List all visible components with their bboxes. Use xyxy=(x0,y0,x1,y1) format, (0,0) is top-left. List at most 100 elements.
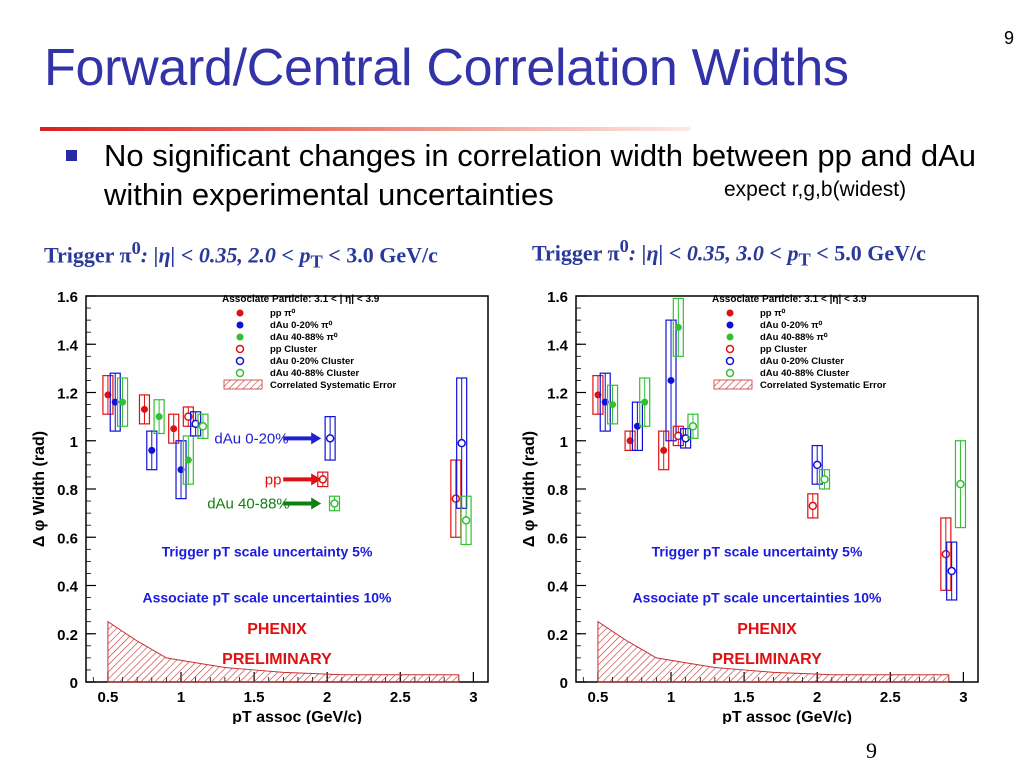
phenix-label: PHENIX xyxy=(247,621,307,638)
x-tick-label: 0.5 xyxy=(97,689,118,706)
data-point xyxy=(688,422,698,431)
y-tick-label: 0.4 xyxy=(57,579,79,596)
data-point xyxy=(667,376,675,384)
x-tick-label: 1 xyxy=(667,689,675,706)
annotation-arrowhead xyxy=(311,497,322,510)
data-point xyxy=(956,479,965,489)
trigger-mid: : |η| < 0.35, 2.0 < p xyxy=(140,242,311,268)
x-tick-label: 2.5 xyxy=(390,689,411,706)
trigger-prefix: Trigger π xyxy=(532,240,620,266)
legend-entry: pp π⁰ xyxy=(760,308,786,319)
annotation-arrowhead xyxy=(311,432,322,445)
annotation-label: dAu 0-20% xyxy=(214,430,288,447)
y-tick-label: 1.6 xyxy=(547,289,568,306)
legend-marker xyxy=(235,344,245,354)
legend-entry: dAu 0-20% π⁰ xyxy=(270,320,332,331)
annotation-arrowhead xyxy=(311,473,322,486)
x-tick-label: 1.5 xyxy=(734,689,755,706)
data-point xyxy=(820,475,829,484)
y-tick-label: 0.2 xyxy=(547,627,568,644)
preliminary-label: PRELIMINARY xyxy=(712,651,822,668)
page-number-top: 9 xyxy=(1003,28,1014,48)
legend-hatch xyxy=(713,379,753,390)
chart-left: 0 0.2 0.4 0.6 0.8 1 1.2 1.4 1.6 0.5 1 1.5 2 2.5 3 pT as… xyxy=(31,289,489,724)
y-tick-label: 0.8 xyxy=(57,482,78,499)
trigger-sup: 0 xyxy=(131,238,141,258)
trigger-label-right: Trigger π0: |η| < 0.35, 3.0 < pT < 5.0 G… xyxy=(532,236,926,271)
legend-marker xyxy=(235,356,245,366)
trigger-uncertainty-text: Trigger pT scale uncertainty 5% xyxy=(162,544,373,560)
legend-title: Associate Particle: 3.1 < | η| < 3.9 xyxy=(222,294,380,305)
bullet-square-icon xyxy=(66,150,77,161)
data-point xyxy=(140,405,148,413)
bullet-text: No significant changes in correlation wi… xyxy=(104,138,976,212)
y-tick-label: 0.6 xyxy=(547,530,568,547)
y-tick-label: 1.2 xyxy=(57,386,78,403)
y-tick-label: 0.6 xyxy=(57,530,78,547)
data-point xyxy=(941,549,951,559)
trigger-uncertainty-text: Trigger pT scale uncertainty 5% xyxy=(652,544,863,560)
legend-entry: pp π⁰ xyxy=(270,308,296,319)
associate-uncertainty-text: Associate pT scale uncertainties 10% xyxy=(143,589,393,605)
legend-entry: dAu 40-88% Cluster xyxy=(270,368,360,379)
chart-right: 0 0.2 0.4 0.6 0.8 1 1.2 1.4 1.6 0.5 1 1.5 2 2.5 3 pT as… xyxy=(521,289,979,724)
annotation-label: dAu 40-88% xyxy=(207,495,290,512)
data-point xyxy=(808,501,818,511)
error-box xyxy=(328,495,341,512)
legend-entry: Correlated Systematic Error xyxy=(760,380,886,391)
associate-uncertainty-text: Associate pT scale uncertainties 10% xyxy=(633,589,883,605)
legend-entry: pp Cluster xyxy=(760,344,807,355)
data-point xyxy=(198,422,208,431)
legend-marker xyxy=(726,309,734,317)
systematic-error-band xyxy=(597,620,950,683)
legend-marker xyxy=(236,309,244,317)
legend-entry: dAu 40-88% π⁰ xyxy=(270,332,338,343)
trigger-mid: : |η| < 0.35, 3.0 < p xyxy=(628,240,799,266)
x-axis-label: pT assoc (GeV/c) xyxy=(232,709,362,724)
preliminary-label: PRELIMINARY xyxy=(222,651,332,668)
y-tick-label: 0 xyxy=(70,675,78,692)
y-tick-label: 1 xyxy=(560,434,568,451)
x-tick-label: 1.5 xyxy=(244,689,265,706)
legend-marker xyxy=(725,356,735,366)
data-point xyxy=(461,516,471,525)
y-tick-label: 1.4 xyxy=(57,337,79,354)
legend-marker xyxy=(726,333,734,341)
trigger-suffix: < 5.0 GeV/c xyxy=(810,240,926,266)
legend-marker xyxy=(725,344,735,354)
plot-frame xyxy=(85,295,489,683)
page-number-bottom: 9 xyxy=(866,738,877,763)
x-tick-label: 3 xyxy=(469,689,477,706)
legend-entry: dAu 0-20% Cluster xyxy=(760,356,844,367)
legend-entry: dAu 40-88% π⁰ xyxy=(760,332,828,343)
trigger-sub: T xyxy=(798,249,811,270)
y-tick-label: 1.4 xyxy=(547,337,569,354)
legend-marker xyxy=(235,368,245,378)
legend-entry: dAu 0-20% π⁰ xyxy=(760,320,822,331)
title-underline xyxy=(40,127,690,131)
data-point xyxy=(184,456,192,464)
y-tick-label: 0.4 xyxy=(547,579,569,596)
legend-marker xyxy=(726,321,734,329)
phenix-label: PHENIX xyxy=(737,621,797,638)
legend-hatch xyxy=(223,379,263,390)
legend-marker xyxy=(236,321,244,329)
error-box xyxy=(153,399,165,435)
y-tick-label: 0.2 xyxy=(57,627,78,644)
plot-frame xyxy=(575,295,979,683)
note-text: expect r,g,b(widest) xyxy=(724,178,907,201)
trigger-sup: 0 xyxy=(619,236,629,256)
x-tick-label: 2 xyxy=(813,689,821,706)
x-tick-label: 1 xyxy=(177,689,185,706)
legend-title: Associate Particle: 3.1 < |η| < 3.9 xyxy=(712,294,867,305)
trigger-suffix: < 3.0 GeV/c xyxy=(322,242,438,268)
x-tick-label: 0.5 xyxy=(587,689,608,706)
x-tick-label: 2 xyxy=(323,689,331,706)
x-axis-label: pT assoc (GeV/c) xyxy=(722,709,852,724)
data-point xyxy=(451,494,461,503)
data-point xyxy=(660,446,668,454)
data-point xyxy=(641,398,649,406)
data-point xyxy=(947,566,956,576)
y-axis-label: Δ φ Width (rad) xyxy=(31,431,48,547)
y-tick-label: 1 xyxy=(70,434,78,451)
